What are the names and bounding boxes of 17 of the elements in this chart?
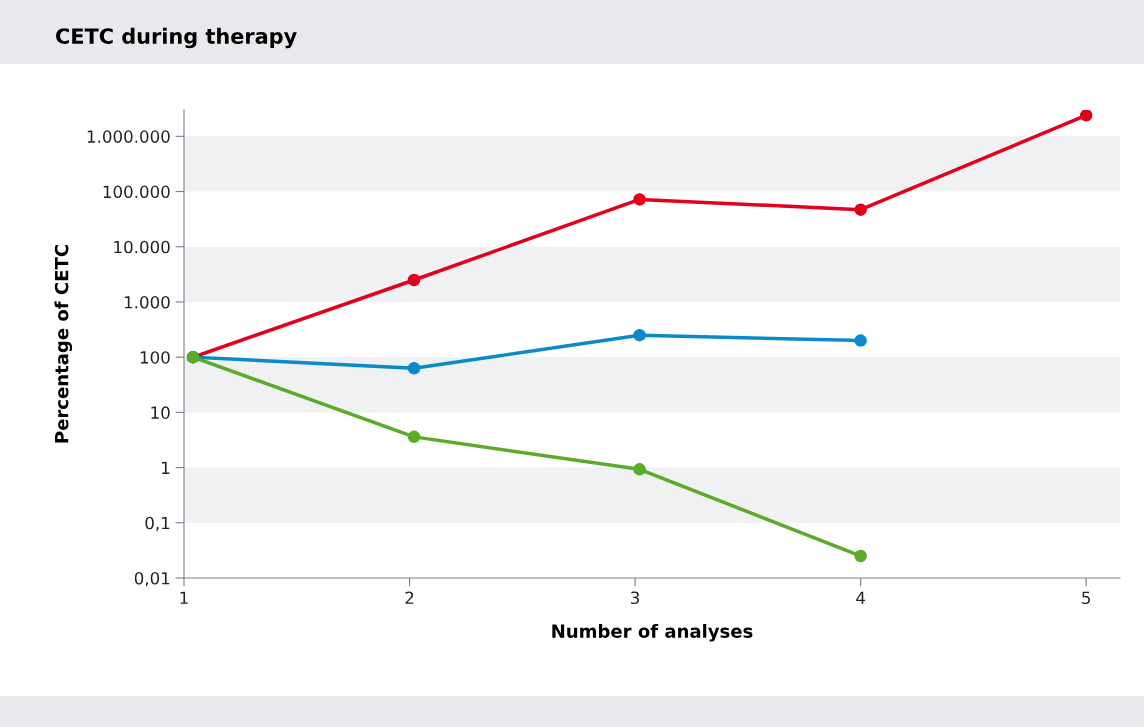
y-tick-label: 100 <box>140 351 170 364</box>
y-tick-label: 10 <box>151 406 170 419</box>
chart-title: CETC during therapy <box>56 27 297 49</box>
x-tick-label: 5 <box>1082 591 1091 605</box>
y-tick-label: 1.000 <box>124 295 170 309</box>
y-tick-label: 1 <box>162 461 170 474</box>
x-tick-label: 1 <box>180 591 188 604</box>
x-axis-title: Number of analyses <box>552 623 753 642</box>
x-tick-label: 2 <box>405 591 414 604</box>
y-tick-label: 0,01 <box>134 571 170 587</box>
y-tick-label: 0,1 <box>145 516 170 532</box>
y-tick-label: 10.000 <box>114 240 170 254</box>
y-tick-label: 1.000.000 <box>87 130 170 143</box>
y-axis-title: Percentage of CETC <box>54 245 73 443</box>
y-tick-label: 100.000 <box>103 185 170 199</box>
x-tick-label: 3 <box>631 591 640 605</box>
x-tick-label: 4 <box>856 591 865 604</box>
